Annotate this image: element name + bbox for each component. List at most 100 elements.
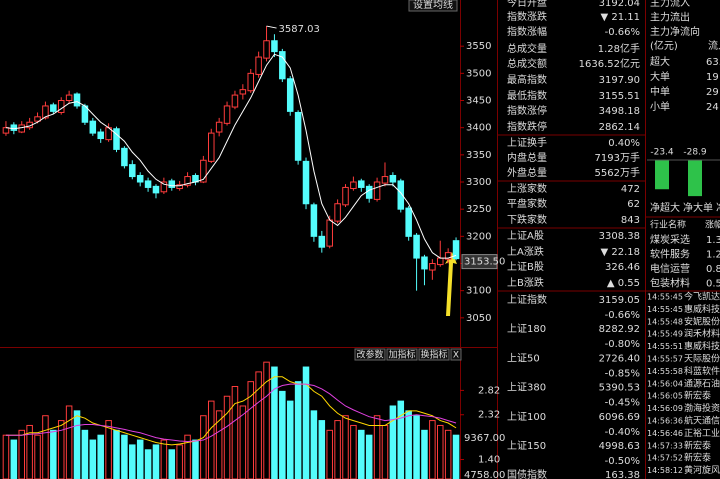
info-label: 指数涨跌: [507, 10, 547, 23]
tick-name[interactable]: 渤海投资: [684, 402, 720, 414]
volume-bar: [239, 405, 247, 479]
net-category: 净超大: [650, 201, 680, 214]
tick-name[interactable]: 安妮股份: [684, 315, 720, 327]
candle-body: [334, 203, 341, 222]
info-value: 0.40%: [608, 138, 640, 149]
volume-bar: [50, 429, 57, 479]
net-category: 净大单: [683, 201, 713, 214]
tick-time: 14:56:36: [647, 417, 683, 426]
indicator-button[interactable]: [386, 348, 418, 361]
index-name: 上证380: [507, 382, 546, 394]
index-change: -0.85%: [605, 368, 640, 379]
y-tick-label: 3200: [466, 231, 491, 242]
y-tick-label: 2.82: [478, 385, 500, 396]
candle-body: [10, 124, 18, 131]
candle-body: [436, 257, 444, 266]
info-value: 3155.51: [599, 91, 640, 102]
y-tick-label: 3400: [466, 123, 491, 134]
industry-change[interactable]: 0.5: [706, 279, 720, 290]
candle-body: [239, 89, 247, 95]
candle-body: [136, 174, 144, 183]
tick-name[interactable]: 正裕工业: [684, 427, 720, 439]
settings-button[interactable]: [408, 0, 458, 12]
candle-body: [113, 128, 120, 150]
volume-bar: [136, 439, 144, 479]
net-bar: [688, 160, 702, 197]
tick-time: 14:56:09: [647, 404, 683, 413]
tick-name[interactable]: 天际股份: [684, 353, 720, 365]
volume-bar: [421, 429, 428, 479]
volume-bar: [444, 429, 452, 479]
volume-bar: [389, 405, 397, 479]
info-value: 1.28亿手: [598, 42, 640, 55]
tick-time: 14:56:04: [647, 379, 683, 388]
industry-change[interactable]: 0.8: [706, 264, 720, 275]
candle-body: [89, 120, 97, 134]
volume-bar: [73, 410, 81, 479]
info-label: 平盘家数: [507, 197, 547, 210]
net-bar: [655, 160, 669, 190]
candle-body: [129, 164, 136, 178]
candle-body: [176, 184, 183, 190]
indicator-button[interactable]: [418, 348, 450, 361]
settings-button-label[interactable]: 设置均线: [413, 0, 453, 11]
industry-name[interactable]: 煤炭采选: [650, 233, 690, 246]
tick-time: 14:58:12: [647, 466, 683, 475]
tick-name[interactable]: 新宏泰: [684, 439, 711, 451]
flow-value: 63.2: [706, 57, 720, 68]
tick-name[interactable]: 新宏泰: [684, 452, 711, 464]
industry-name[interactable]: 包装材料: [650, 277, 690, 290]
industry-change[interactable]: 1.3: [706, 235, 720, 246]
flow-label: 主力流出: [650, 11, 690, 24]
flow-type: 中单: [650, 85, 670, 98]
tick-name[interactable]: 通源石油: [684, 377, 720, 389]
info-label: 上涨家数: [507, 182, 547, 195]
volume-bar: [10, 439, 18, 479]
indicator-button[interactable]: [354, 348, 386, 361]
indicator-button-label[interactable]: 换指标: [420, 349, 447, 361]
candle-body: [342, 186, 349, 206]
volume-bar: [129, 444, 136, 479]
industry-name[interactable]: 电信运营: [650, 262, 690, 275]
volume-bar: [247, 381, 255, 479]
indicator-button[interactable]: [450, 348, 462, 361]
index-value: 3159.05: [599, 295, 640, 306]
tick-name[interactable]: 今飞凯达: [684, 291, 720, 303]
indicator-button-label[interactable]: 加指标: [388, 349, 415, 361]
volume-label: 4758.00: [464, 470, 505, 479]
y-tick-label: 1.40: [478, 455, 500, 466]
volume-bar: [144, 449, 152, 479]
tick-name[interactable]: 润禾材料: [684, 328, 720, 340]
volume-bar: [168, 449, 176, 479]
candle-body: [2, 127, 10, 134]
info-label: 总成交量: [507, 42, 547, 55]
industry-name[interactable]: 软件服务: [650, 248, 690, 261]
index-change: -0.80%: [605, 339, 640, 350]
tick-time: 14:56:46: [647, 429, 683, 438]
candle-body: [286, 78, 294, 112]
industry-change[interactable]: 1.2: [706, 250, 720, 261]
tick-name[interactable]: 科蓝软件: [684, 365, 720, 377]
indicator-button-label[interactable]: 改参数: [356, 349, 383, 361]
net-category: 净: [716, 201, 720, 214]
candle-body: [255, 56, 262, 75]
y-tick-label: 3100: [466, 286, 491, 297]
volume-bar: [223, 395, 231, 479]
index-value: 163.38: [605, 470, 640, 479]
candle-body: [294, 111, 302, 161]
volume-bar: [271, 366, 278, 479]
candle-body: [160, 181, 168, 193]
indicator-button-label[interactable]: X: [453, 351, 459, 361]
volume-bar: [279, 390, 286, 479]
volume-bar: [365, 434, 373, 479]
info-label: 上证A股: [507, 230, 544, 242]
tick-name[interactable]: 黄河旋风: [684, 464, 720, 476]
tick-name[interactable]: 航天通信: [684, 415, 720, 427]
tick-name[interactable]: 惠威科技: [684, 340, 720, 352]
peak-label: 3587.03: [279, 24, 320, 35]
tick-name[interactable]: 新宏泰: [684, 390, 711, 402]
info-label: 今日开盘: [507, 0, 547, 9]
candle-body: [200, 159, 207, 183]
tick-name[interactable]: 惠威科技: [684, 303, 720, 315]
index-value: 2726.40: [599, 353, 640, 364]
